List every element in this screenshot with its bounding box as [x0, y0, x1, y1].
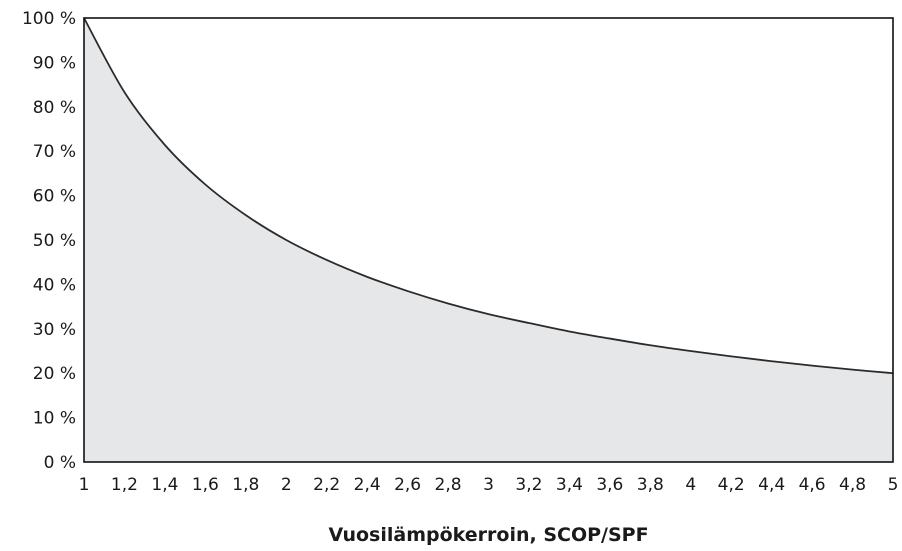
x-tick-label: 4,2 — [718, 475, 745, 495]
y-tick-label: 70 % — [33, 142, 76, 162]
y-tick-label: 40 % — [33, 275, 76, 295]
x-tick-label: 4,8 — [839, 475, 866, 495]
x-tick-label: 1,4 — [151, 475, 178, 495]
x-tick-label: 1,6 — [192, 475, 219, 495]
y-tick-label: 50 % — [33, 231, 76, 251]
y-tick-label: 0 % — [44, 453, 76, 473]
y-tick-label: 10 % — [33, 409, 76, 429]
y-tick-label: 90 % — [33, 53, 76, 73]
x-tick-label: 2,8 — [435, 475, 462, 495]
x-axis-title: Vuosilämpökerroin, SCOP/SPF — [328, 524, 648, 546]
y-tick-label: 80 % — [33, 98, 76, 118]
series-line — [83, 17, 894, 375]
x-tick-label: 1 — [79, 475, 90, 495]
x-tick-label: 1,2 — [111, 475, 138, 495]
y-tick-label: 20 % — [33, 364, 76, 384]
x-tick-label: 3,2 — [515, 475, 542, 495]
y-axis-ticks: 0 % 10 % 20 % 30 % 40 % 50 % 60 % 70 % 80 % 90 % 1… — [22, 9, 76, 473]
x-axis-ticks: 1 1,2 1,4 1,6 1,8 2 2,2 2,4 2,6 2,8 3 3,2 3,4 3,6 3,8 4… — [79, 475, 899, 495]
x-tick-label: 3 — [483, 475, 494, 495]
x-tick-label: 2 — [281, 475, 292, 495]
y-tick-label: 30 % — [33, 320, 76, 340]
y-tick-label: 60 % — [33, 187, 76, 207]
x-tick-label: 5 — [888, 475, 899, 495]
x-tick-label: 2,2 — [313, 475, 340, 495]
area-fill — [84, 18, 893, 462]
x-tick-label: 3,4 — [556, 475, 583, 495]
plot-frame — [83, 17, 894, 463]
x-tick-label: 3,6 — [596, 475, 623, 495]
x-tick-label: 2,6 — [394, 475, 421, 495]
x-tick-label: 4,6 — [799, 475, 826, 495]
x-tick-label: 4,4 — [758, 475, 785, 495]
x-tick-label: 3,8 — [637, 475, 664, 495]
x-tick-label: 1,8 — [232, 475, 259, 495]
x-tick-label: 2,4 — [354, 475, 381, 495]
x-tick-label: 4 — [685, 475, 696, 495]
y-tick-label: 100 % — [22, 9, 76, 29]
